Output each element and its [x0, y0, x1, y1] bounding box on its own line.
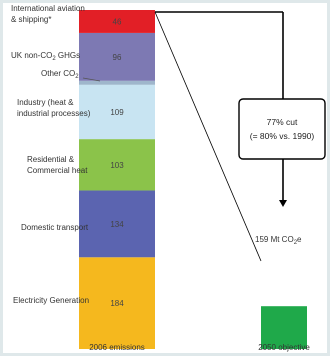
label-residential-line1: Residential &	[27, 155, 75, 164]
bar-value-label-6: 46	[113, 17, 122, 26]
label-industry-line1: Industry (heat &	[17, 98, 74, 107]
chart-frame: 184 134 103 109 96 46 77% cut (= 80% vs. 1990…	[3, 3, 327, 353]
label-non-co2-main: UK non-CO	[11, 51, 52, 60]
bar-segment-1	[79, 190, 155, 258]
other-co2-leader	[82, 77, 101, 82]
objective-label: 159 Mt CO2e	[255, 235, 302, 246]
bar-segment-0	[79, 257, 155, 349]
x-label-2050: 2050 objective	[258, 343, 310, 352]
arrow-head	[279, 200, 287, 207]
emissions-chart: 184 134 103 109 96 46 77% cut (= 80% vs. 1990…	[11, 4, 326, 352]
label-aviation-line2: & shipping*	[11, 15, 51, 24]
label-aviation: International aviation & shipping*	[11, 4, 87, 24]
label-domestic-transport: Domestic transport	[21, 223, 89, 232]
objective-label-sub: 2	[294, 240, 298, 246]
label-industry: Industry (heat & industrial processes)	[17, 98, 91, 118]
bar-segment-3	[79, 84, 155, 140]
value-labels: 184 134 103 109 96 46	[110, 17, 124, 308]
bar-value-label-0: 184	[110, 299, 124, 308]
label-other-co2-sub: 2	[75, 74, 79, 80]
label-non-co2-sub: 2	[52, 56, 56, 62]
bar-value-label-3: 109	[110, 108, 124, 117]
label-electricity: Electricity Generation	[13, 296, 89, 305]
bar-segment-4	[79, 80, 155, 85]
annotation-line2: (= 80% vs. 1990)	[250, 131, 315, 141]
bar-segment-2	[79, 139, 155, 191]
bar-segment-5	[79, 32, 155, 81]
bar-value-label-1: 134	[110, 220, 124, 229]
bar-value-label-5: 96	[113, 53, 122, 62]
annotation-box	[238, 98, 326, 160]
bar-value-label-2: 103	[110, 161, 124, 170]
connector-diagonal	[154, 11, 262, 262]
stacked-bar	[79, 10, 155, 349]
label-non-co2: UK non-CO2 GHGs	[11, 51, 80, 62]
label-residential-line2: Commercial heat	[27, 166, 88, 175]
label-other-co2-main: Other CO	[41, 69, 75, 78]
label-industry-line2: industrial processes)	[17, 109, 91, 118]
label-other-co2: Other CO2	[41, 69, 79, 80]
label-non-co2-end: GHGs	[56, 51, 80, 60]
objective-label-main: 159 Mt CO	[255, 235, 294, 244]
label-aviation-line1: International aviation	[11, 4, 85, 13]
label-residential: Residential & Commercial heat	[27, 155, 88, 175]
annotation-line1: 77% cut	[267, 117, 298, 127]
objective-bar	[261, 306, 307, 349]
bar-segment-6	[79, 10, 155, 33]
x-label-2006: 2006 emissions	[89, 343, 145, 352]
objective-label-end: e	[297, 235, 302, 244]
